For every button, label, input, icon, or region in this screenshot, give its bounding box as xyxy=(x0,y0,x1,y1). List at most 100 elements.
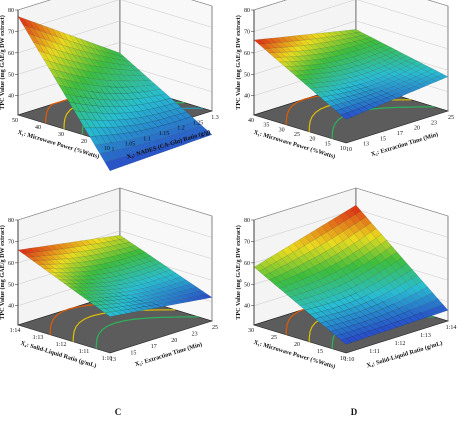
surface-cell xyxy=(353,98,365,104)
z-tick-label: 50 xyxy=(244,282,250,288)
surface-cell xyxy=(128,70,141,76)
x2-tick-label: 1:12 xyxy=(395,341,406,347)
surface-cell xyxy=(353,249,365,260)
surface-cell xyxy=(274,281,286,289)
x2-tick-label: 25 xyxy=(448,115,454,121)
surface-cell xyxy=(34,28,46,40)
surface-cell xyxy=(295,293,307,300)
surface-cell xyxy=(116,148,128,158)
surface-cell xyxy=(343,302,356,310)
z-axis-label: TPC Value (mg GAE/g DW extract) xyxy=(0,15,6,110)
x2-tick-label: 1:13 xyxy=(420,333,431,339)
surface-cell xyxy=(284,290,296,298)
surface-cell xyxy=(335,59,347,66)
surface-cell xyxy=(431,306,443,315)
surface-cell xyxy=(347,99,359,106)
surface-cell xyxy=(358,96,371,102)
x2-tick-label: 13 xyxy=(110,357,116,363)
surface-cell xyxy=(339,74,351,80)
surface-cell xyxy=(306,289,318,297)
surface-cell xyxy=(352,55,364,61)
x2-tick-label: 1:11 xyxy=(369,349,379,355)
surface-cell xyxy=(94,304,106,310)
surface-cell xyxy=(65,72,77,83)
x2-tick-label: 23 xyxy=(431,120,437,126)
x2-tick-label: 1.05 xyxy=(125,142,136,148)
surface-cell xyxy=(94,301,107,306)
z-tick-label: 40 xyxy=(244,304,250,310)
x1-tick-label: 30 xyxy=(248,328,254,334)
surface-cell xyxy=(148,101,160,109)
surface-cell xyxy=(270,253,283,263)
surface-cell xyxy=(102,286,115,291)
surface-cell xyxy=(90,119,102,129)
surface-cell xyxy=(327,218,339,229)
surface-cell xyxy=(91,238,103,244)
surface-cell xyxy=(315,317,327,324)
surface-cell xyxy=(86,283,98,288)
panel-letter: D xyxy=(351,407,358,417)
surface-cell xyxy=(95,293,108,298)
surface-cell xyxy=(108,285,120,290)
z-tick-label: 80 xyxy=(244,8,250,14)
surface-cell xyxy=(363,104,375,111)
x2-tick-label: 1 xyxy=(112,147,115,153)
x1-tick-label: 1:13 xyxy=(33,335,44,341)
surface-cell xyxy=(78,250,91,257)
surface-cell xyxy=(151,133,163,141)
surface-cell xyxy=(284,66,296,72)
z-tick-label: 60 xyxy=(244,51,250,57)
surface-cell xyxy=(296,271,309,280)
surface-cell xyxy=(420,303,432,312)
surface-cell xyxy=(115,310,128,315)
surface-cell xyxy=(314,254,326,264)
z-tick-label: 70 xyxy=(244,29,250,35)
x2-tick-label: 1.1 xyxy=(143,136,151,142)
surface-cell xyxy=(164,110,176,118)
surface-cell xyxy=(54,62,66,73)
surface-cell xyxy=(395,267,407,277)
z-tick-label: 80 xyxy=(8,8,14,14)
x1-tick-label: 1:11 xyxy=(79,349,89,355)
surface-cell xyxy=(74,240,86,247)
surface-cell xyxy=(298,39,310,46)
surface-cell xyxy=(290,281,302,290)
surface-cell xyxy=(294,74,307,80)
z-tick-label: 40 xyxy=(244,94,250,100)
surface-cell xyxy=(97,286,109,291)
surface-cell xyxy=(99,304,112,309)
surface-cell xyxy=(279,286,291,294)
surface-cell xyxy=(94,144,106,154)
surface-cell xyxy=(123,64,136,71)
surface-cell xyxy=(62,32,75,43)
surface-cell xyxy=(344,208,356,219)
surface-cell xyxy=(63,93,76,104)
surface-cell xyxy=(43,59,55,70)
surface-cell xyxy=(330,329,342,336)
surface-cell xyxy=(340,63,352,70)
surface-cell xyxy=(78,56,90,66)
panel-letter: C xyxy=(115,407,122,417)
surface-cell xyxy=(138,85,150,92)
surface-cell xyxy=(183,135,196,143)
surface-cell xyxy=(330,324,343,331)
surface-cell xyxy=(299,79,312,85)
surface-cell xyxy=(90,290,103,295)
surface-cell xyxy=(314,48,326,54)
surface-cell xyxy=(120,99,132,107)
wall-gridline xyxy=(17,209,213,242)
surface-cell xyxy=(65,267,78,273)
surface-cell xyxy=(291,56,303,62)
surface-cell xyxy=(33,35,45,47)
surface-cell xyxy=(91,286,103,291)
surface-cell xyxy=(290,61,303,67)
z-tick-label: 80 xyxy=(244,218,250,224)
surface-cell xyxy=(116,264,128,271)
surface-cell xyxy=(347,94,360,101)
wall-gridline xyxy=(253,0,449,32)
surface-cell xyxy=(362,62,374,68)
surface-cell xyxy=(92,278,105,284)
surface-cell xyxy=(116,259,129,265)
